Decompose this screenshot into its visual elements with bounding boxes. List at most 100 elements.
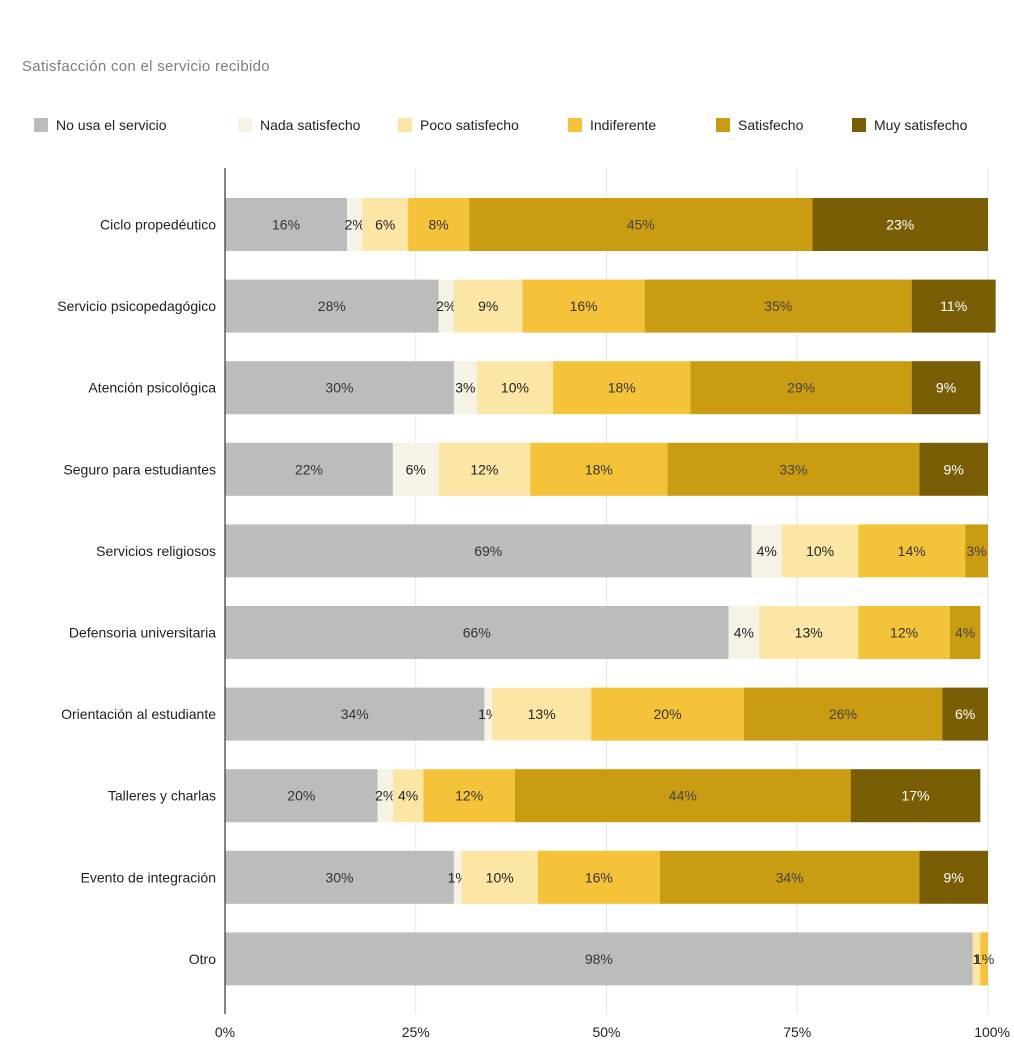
- bar-segment: [225, 687, 485, 741]
- bar-segment: [484, 687, 493, 741]
- data-label: 12%: [890, 625, 918, 641]
- data-label: 6%: [955, 706, 975, 722]
- data-label: 6%: [375, 217, 395, 233]
- legend-swatch: [852, 118, 866, 132]
- bar-segment: [965, 524, 988, 578]
- legend-label: Poco satisfecho: [420, 117, 519, 133]
- data-label: 28%: [318, 298, 346, 314]
- data-label: 1%: [974, 951, 994, 967]
- bar-segment: [453, 279, 523, 333]
- bar-segment: [362, 198, 409, 251]
- bar-segment: [438, 442, 531, 496]
- data-label: 10%: [806, 543, 834, 559]
- bar-segment: [522, 279, 645, 333]
- category-label: Ciclo propedéutico: [100, 217, 216, 233]
- data-label: 14%: [898, 543, 926, 559]
- data-label: 2%: [436, 298, 456, 314]
- bar-segment: [453, 361, 477, 415]
- bar-segment: [476, 361, 554, 415]
- bar-segment: [858, 524, 966, 578]
- bar-segment: [858, 606, 950, 659]
- bar-segment: [408, 198, 470, 251]
- data-label: 34%: [341, 706, 369, 722]
- data-label: 4%: [734, 625, 754, 641]
- data-label: 98%: [585, 951, 613, 967]
- bar-segment: [225, 606, 729, 659]
- category-label: Servicios religiosos: [96, 543, 216, 559]
- data-label: 18%: [585, 461, 613, 477]
- legend-swatch: [34, 118, 48, 132]
- data-label: 20%: [654, 706, 682, 722]
- data-label: 22%: [295, 461, 323, 477]
- data-label: 45%: [627, 217, 655, 233]
- legend-label: Indiferente: [590, 117, 657, 133]
- data-label: 34%: [776, 869, 804, 885]
- bar-segment: [659, 850, 920, 904]
- category-label: Evento de integración: [81, 869, 216, 885]
- data-label: 26%: [829, 706, 857, 722]
- data-label: 10%: [501, 380, 529, 396]
- data-label: 13%: [528, 706, 556, 722]
- bar-segment: [751, 524, 782, 578]
- category-label: Orientación al estudiante: [61, 706, 216, 722]
- data-label: 1: [973, 951, 981, 967]
- bar-segment: [980, 932, 988, 986]
- data-label: 66%: [463, 625, 491, 641]
- data-label: 2%: [375, 788, 395, 804]
- category-label: Servicio psicopedagógico: [57, 298, 216, 314]
- bar-segment: [423, 769, 515, 823]
- data-label: 10%: [486, 869, 514, 885]
- x-tick-label: 50%: [592, 1024, 620, 1040]
- data-label: 23%: [886, 217, 914, 233]
- data-label: 9%: [944, 869, 964, 885]
- bar-segment: [514, 769, 851, 823]
- x-tick-label: 75%: [783, 1024, 811, 1040]
- bar-segment: [591, 687, 744, 741]
- bar-segment: [919, 442, 988, 496]
- bar-segment: [553, 361, 691, 415]
- data-label: 16%: [272, 217, 300, 233]
- data-label: 4%: [398, 788, 418, 804]
- data-label: 35%: [764, 298, 792, 314]
- data-label: 9%: [478, 298, 498, 314]
- bar-segment: [667, 442, 920, 496]
- bar-segment: [530, 442, 668, 496]
- bar-segment: [225, 850, 454, 904]
- data-label: 4%: [955, 625, 975, 641]
- bar-segment: [461, 850, 538, 904]
- category-label: Talleres y charlas: [108, 788, 216, 804]
- legend-swatch: [238, 118, 252, 132]
- data-label: 44%: [669, 788, 697, 804]
- bar-segment: [812, 198, 988, 251]
- data-label: 12%: [455, 788, 483, 804]
- bar-segment: [469, 198, 813, 251]
- bar-segment: [492, 687, 592, 741]
- bar-segment: [850, 769, 981, 823]
- data-label: 18%: [608, 380, 636, 396]
- bar-segment: [537, 850, 660, 904]
- legend-label: Muy satisfecho: [874, 117, 968, 133]
- bar-segment: [225, 198, 348, 251]
- data-label: 12%: [470, 461, 498, 477]
- x-tick-label: 25%: [402, 1024, 430, 1040]
- x-tick-label: 0%: [215, 1024, 235, 1040]
- bar-segment: [225, 524, 752, 578]
- category-label: Atención psicológica: [88, 380, 216, 396]
- data-label: 8%: [429, 217, 449, 233]
- legend-label: Satisfecho: [738, 117, 804, 133]
- data-label: 17%: [901, 788, 929, 804]
- bar-segment: [919, 850, 988, 904]
- data-label: 2%: [345, 217, 365, 233]
- bar-segment: [911, 279, 996, 333]
- bar-segment: [453, 850, 462, 904]
- bar-segment: [225, 279, 439, 333]
- bar-segment: [392, 769, 424, 823]
- data-label: 69%: [474, 543, 502, 559]
- data-label: 16%: [570, 298, 598, 314]
- bar-segment: [743, 687, 943, 741]
- data-label: 20%: [287, 788, 315, 804]
- bar-segment: [690, 361, 912, 415]
- data-label: 9%: [936, 380, 956, 396]
- data-label: 3%: [455, 380, 475, 396]
- data-label: 11%: [940, 298, 967, 314]
